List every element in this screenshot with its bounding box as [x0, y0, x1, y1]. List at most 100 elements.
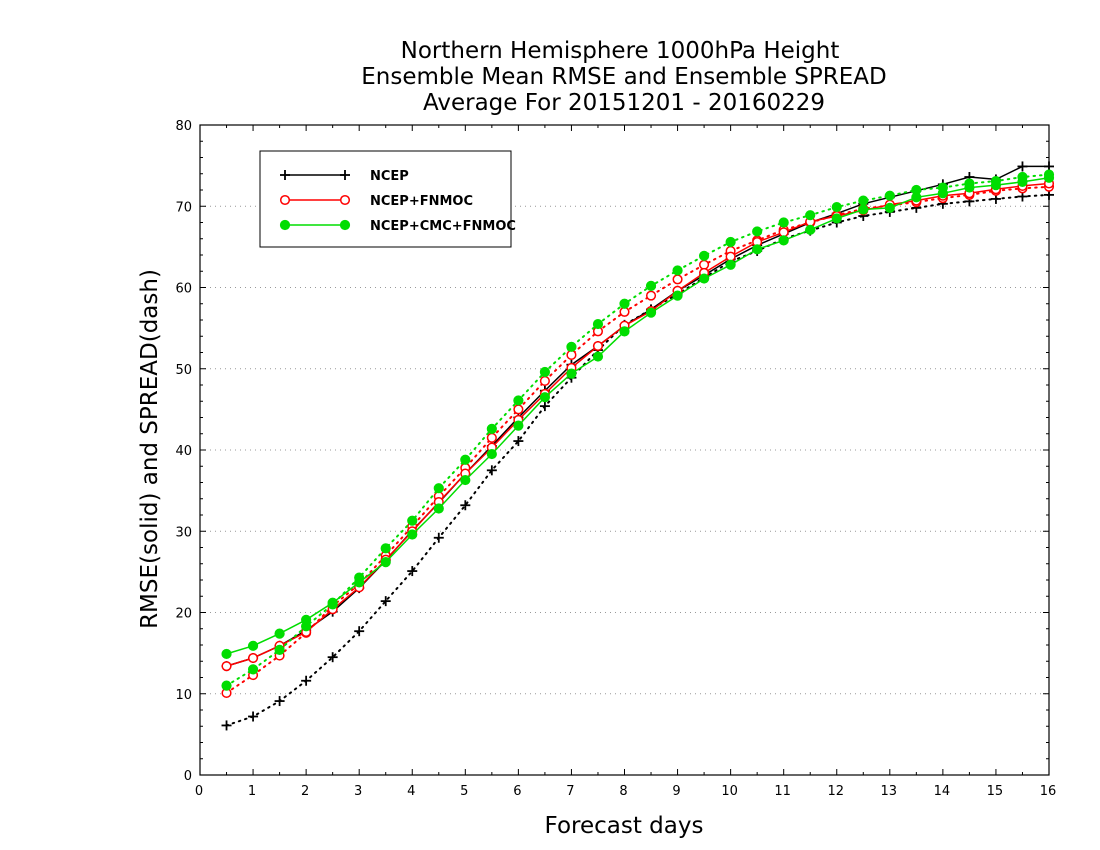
rmse-point — [301, 614, 312, 625]
x-tick-label: 10 — [721, 784, 738, 799]
rmse-point — [778, 235, 789, 246]
spread-line — [225, 173, 1050, 687]
x-tick-label: 11 — [774, 784, 791, 799]
spread-point — [354, 626, 365, 637]
x-tick-label: 9 — [672, 784, 680, 799]
y-tick-label: 0 — [184, 769, 192, 784]
legend-label: NCEP+FNMOC — [370, 194, 473, 209]
spread-point — [301, 675, 312, 686]
rmse-point — [752, 244, 763, 255]
spread-point — [805, 210, 816, 221]
spread-point — [858, 195, 869, 206]
rmse-point — [884, 202, 895, 213]
y-tick-label: 60 — [175, 282, 192, 297]
spread-point — [645, 280, 657, 291]
spread-point — [486, 465, 497, 476]
x-tick-label: 14 — [934, 784, 951, 799]
spread-point — [539, 375, 550, 386]
legend-marker — [279, 219, 291, 231]
spread-point — [672, 265, 683, 276]
y-tick-label: 10 — [175, 688, 192, 703]
spread-point — [247, 664, 259, 675]
series-layer — [221, 161, 1055, 731]
spread-point — [672, 274, 683, 285]
rmse-point — [911, 192, 922, 203]
rmse-point — [566, 368, 577, 379]
spread-point — [513, 436, 524, 447]
spread-point — [619, 298, 630, 309]
title-line-3: Average For 20151201 - 20160229 — [423, 90, 825, 116]
rmse-point — [539, 392, 551, 403]
rmse-point — [380, 557, 391, 568]
x-tick-label: 2 — [301, 784, 309, 799]
spread-point — [248, 711, 259, 722]
spread-point — [539, 401, 550, 412]
rmse-point — [513, 420, 524, 431]
spread-point — [221, 680, 232, 691]
rmse-point — [221, 661, 232, 672]
spread-point — [539, 366, 551, 378]
spread-point — [831, 201, 842, 213]
spread-point — [725, 236, 736, 248]
legend-item: NCEP+FNMOC — [279, 194, 473, 209]
x-tick-label: 4 — [407, 784, 415, 799]
x-tick-label: 15 — [987, 784, 1004, 799]
rmse-point — [1017, 176, 1028, 187]
y-tick-label: 80 — [175, 119, 192, 134]
legend-marker — [340, 170, 350, 180]
y-axis-label: RMSE(solid) and SPREAD(dash) — [137, 269, 163, 629]
spread-point — [327, 652, 338, 663]
spread-point — [407, 566, 418, 577]
legend-box — [259, 150, 512, 248]
rmse-line — [226, 177, 1050, 655]
spread-point — [460, 500, 471, 511]
rmse-point — [672, 290, 683, 301]
y-tick-label: 20 — [175, 607, 192, 622]
rmse-point — [327, 597, 338, 608]
rmse-point — [247, 640, 259, 651]
y-axis: 0 10 20 30 40 50 60 70 80 — [175, 119, 1049, 784]
spread-point — [698, 250, 710, 261]
spread-line — [225, 193, 1050, 727]
rmse-point — [433, 503, 444, 514]
legend-marker — [280, 170, 290, 180]
spread-point — [778, 217, 789, 228]
x-tick-label: 7 — [566, 784, 574, 799]
rmse-point — [221, 648, 232, 660]
rmse-point — [592, 351, 604, 362]
rmse-point — [460, 474, 471, 486]
legend-item: NCEP+CMC+FNMOC — [279, 219, 516, 234]
spread-point — [407, 515, 418, 526]
spread-point — [274, 644, 285, 655]
rmse-point — [1043, 172, 1055, 183]
rmse-point — [248, 652, 259, 664]
rmse-point — [486, 448, 497, 460]
rmse-point — [407, 529, 418, 540]
x-tick-label: 1 — [248, 784, 256, 799]
x-tick-label: 5 — [460, 784, 468, 799]
x-tick-label: 0 — [195, 784, 203, 799]
legend-marker — [339, 194, 351, 206]
legend-marker — [339, 219, 351, 231]
x-tick-label: 16 — [1040, 784, 1057, 799]
spread-point — [274, 696, 285, 707]
spread-point — [699, 259, 710, 270]
x-tick-label: 3 — [354, 784, 362, 799]
spread-point — [513, 395, 524, 406]
legend-marker — [279, 194, 291, 206]
rmse-point — [725, 259, 736, 270]
rmse-point — [698, 273, 710, 284]
x-tick-label: 12 — [827, 784, 844, 799]
rmse-point — [645, 307, 657, 318]
title-line-1: Northern Hemisphere 1000hPa Height — [401, 38, 840, 64]
spread-point — [566, 341, 577, 352]
rmse-point — [619, 326, 630, 337]
spread-point — [619, 306, 630, 317]
rmse-point — [778, 227, 789, 238]
spread-point — [433, 532, 444, 543]
x-axis: 0 1 2 3 4 5 6 7 8 9 10 11 12 13 14 15 16 — [195, 125, 1056, 799]
spread-point — [460, 454, 471, 465]
spread-point — [433, 483, 444, 494]
legend-item: NCEP — [280, 169, 409, 184]
rmse-point — [354, 577, 365, 588]
